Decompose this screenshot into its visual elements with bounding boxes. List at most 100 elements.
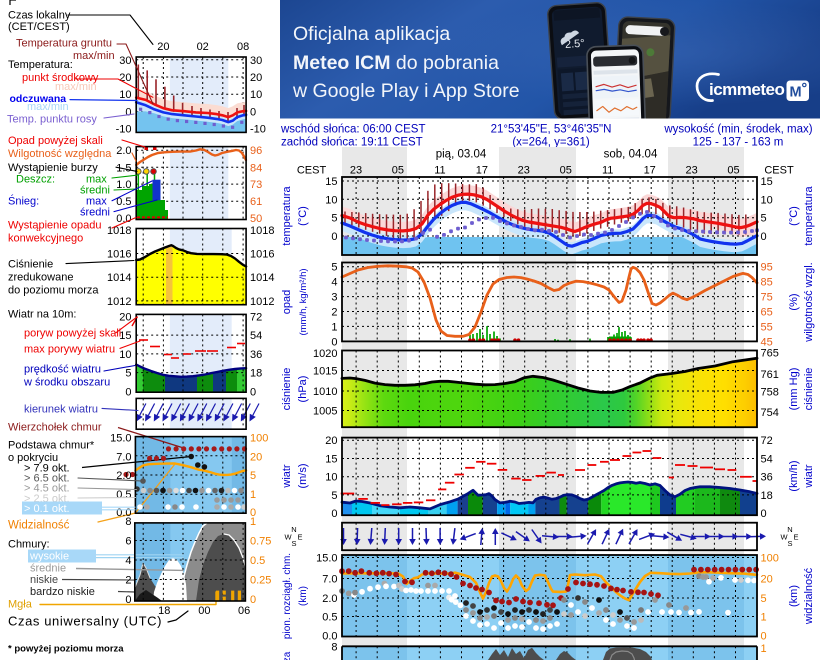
- svg-text:5: 5: [761, 213, 767, 225]
- svg-text:15: 15: [761, 176, 773, 188]
- svg-text:17: 17: [644, 165, 656, 177]
- svg-text:W: W: [284, 533, 292, 542]
- svg-text:10: 10: [119, 89, 131, 101]
- svg-text:(km): (km): [788, 585, 800, 607]
- svg-text:1020: 1020: [313, 348, 337, 360]
- svg-text:1010: 1010: [313, 386, 337, 398]
- svg-text:wiatr: wiatr: [281, 464, 293, 489]
- svg-text:max: max: [86, 196, 107, 208]
- svg-text:15: 15: [119, 330, 131, 342]
- svg-text:N: N: [787, 525, 792, 534]
- svg-text:> 0.1 okt.: > 0.1 okt.: [24, 503, 70, 515]
- svg-text:> 4.5 okt.: > 4.5 okt.: [24, 483, 70, 495]
- svg-text:0: 0: [761, 231, 767, 243]
- svg-text:średni: średni: [80, 185, 110, 197]
- svg-text:0.5: 0.5: [322, 612, 337, 624]
- svg-text:00: 00: [198, 605, 210, 617]
- svg-text:23: 23: [685, 165, 697, 177]
- svg-text:5: 5: [331, 262, 337, 274]
- svg-text:20: 20: [119, 72, 131, 84]
- svg-text:(m/s): (m/s): [297, 463, 309, 488]
- svg-text:wiatr: wiatr: [803, 464, 815, 489]
- svg-text:5: 5: [331, 213, 337, 225]
- svg-text:23: 23: [350, 165, 362, 177]
- svg-text:8: 8: [125, 516, 131, 528]
- svg-text:1: 1: [761, 612, 767, 624]
- svg-text:125 - 137 - 163 m: 125 - 137 - 163 m: [693, 137, 784, 149]
- svg-text:Temperatura:: Temperatura:: [8, 59, 73, 71]
- svg-text:65: 65: [761, 307, 773, 319]
- svg-text:54: 54: [250, 330, 262, 342]
- svg-text:17: 17: [476, 165, 488, 177]
- svg-text:opad: opad: [281, 290, 293, 314]
- svg-text:Podstawa chmur*: Podstawa chmur*: [8, 439, 95, 451]
- svg-text:max/min: max/min: [27, 101, 69, 113]
- svg-text:poryw powyżej skali: poryw powyżej skali: [24, 328, 121, 340]
- svg-text:11: 11: [602, 165, 613, 177]
- svg-text:61: 61: [250, 196, 262, 208]
- svg-text:100: 100: [250, 433, 268, 445]
- svg-text:0: 0: [761, 508, 767, 520]
- svg-text:Chmury:: Chmury:: [8, 539, 50, 551]
- svg-text:10: 10: [250, 89, 262, 101]
- svg-text:średnie: średnie: [30, 562, 66, 574]
- svg-text:bardzo niskie: bardzo niskie: [30, 586, 95, 598]
- svg-text:ciśnienie: ciśnienie: [281, 368, 293, 411]
- svg-text:55: 55: [761, 321, 773, 333]
- svg-text:1014: 1014: [107, 272, 131, 284]
- svg-text:15.0: 15.0: [110, 433, 131, 445]
- svg-text:0: 0: [250, 386, 256, 398]
- svg-text:2: 2: [125, 575, 131, 587]
- svg-text:ciśnienie: ciśnienie: [803, 368, 815, 411]
- svg-text:0.75: 0.75: [250, 536, 271, 548]
- svg-text:2.5°: 2.5°: [565, 38, 585, 51]
- svg-text:Opad powyżej skali: Opad powyżej skali: [8, 135, 103, 147]
- svg-text:754: 754: [761, 407, 779, 419]
- svg-text:02: 02: [197, 41, 209, 53]
- svg-text:zredukowane: zredukowane: [8, 272, 73, 284]
- svg-text:CEST: CEST: [297, 165, 327, 177]
- svg-text:icmmeteo: icmmeteo: [709, 80, 784, 99]
- svg-text:do poziomu morza: do poziomu morza: [8, 284, 99, 296]
- svg-text:72: 72: [250, 311, 262, 323]
- svg-text:8: 8: [331, 642, 337, 654]
- svg-text:Wierzchołek chmur: Wierzchołek chmur: [8, 422, 102, 434]
- svg-text:W: W: [780, 533, 788, 542]
- svg-text:20: 20: [250, 72, 262, 84]
- svg-text:punkt środkowy: punkt środkowy: [22, 72, 99, 84]
- svg-text:2: 2: [331, 307, 337, 319]
- svg-text:temperatura: temperatura: [803, 185, 815, 245]
- svg-text:10: 10: [325, 194, 337, 206]
- svg-text:> 6.5 okt.: > 6.5 okt.: [24, 473, 70, 485]
- svg-text:23: 23: [518, 165, 530, 177]
- svg-text:Mgła: Mgła: [8, 599, 33, 611]
- svg-text:> 7.9 okt.: > 7.9 okt.: [24, 462, 70, 474]
- svg-text:0.25: 0.25: [250, 575, 271, 587]
- svg-text:-10: -10: [250, 124, 266, 136]
- svg-text:1005: 1005: [313, 406, 337, 418]
- svg-text:(x=264, y=361): (x=264, y=361): [512, 137, 590, 149]
- svg-text:6: 6: [125, 536, 131, 548]
- svg-text:N: N: [291, 525, 296, 534]
- svg-text:1016: 1016: [107, 249, 131, 261]
- svg-text:1014: 1014: [250, 272, 274, 284]
- svg-text:2.0: 2.0: [322, 593, 337, 605]
- svg-text:Wystąpienie opadu: Wystąpienie opadu: [8, 220, 101, 232]
- svg-text:Temp. punktu rosy: Temp. punktu rosy: [7, 113, 97, 125]
- svg-text:18: 18: [761, 490, 773, 502]
- svg-text:w środku obszaru: w środku obszaru: [23, 377, 110, 389]
- svg-text:2.0: 2.0: [116, 470, 131, 482]
- svg-text:758: 758: [761, 387, 779, 399]
- svg-text:o pokryciu: o pokryciu: [8, 452, 58, 464]
- svg-text:1012: 1012: [250, 296, 274, 308]
- svg-text:96: 96: [250, 145, 262, 157]
- svg-text:45: 45: [761, 336, 773, 348]
- svg-text:S: S: [787, 539, 792, 548]
- svg-text:18: 18: [158, 605, 170, 617]
- svg-text:Widzialność: Widzialność: [8, 519, 70, 531]
- svg-text:85: 85: [761, 277, 773, 289]
- svg-text:0: 0: [125, 386, 131, 398]
- svg-text:(km/h): (km/h): [788, 460, 800, 491]
- svg-text:widzialność: widzialność: [803, 567, 815, 625]
- svg-text:36: 36: [250, 349, 262, 361]
